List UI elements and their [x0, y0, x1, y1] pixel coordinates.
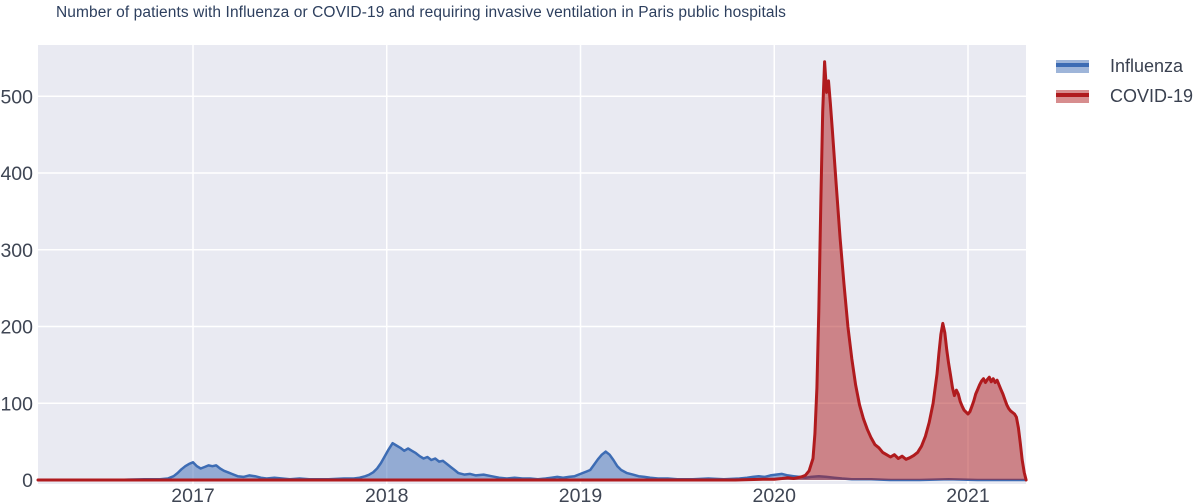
y-tick-label: 0: [22, 470, 33, 492]
chart-title: Number of patients with Influenza or COV…: [56, 4, 786, 21]
influenza-line: [36, 441, 1028, 482]
y-tick-label: 300: [0, 240, 33, 262]
covid-19-line: [36, 60, 1028, 482]
covid-19-area: [38, 61, 1027, 480]
x-tick-label: 2020: [753, 485, 797, 504]
y-tick-label: 200: [0, 317, 33, 339]
plot-area: [38, 45, 1026, 484]
chart-legend: Influenza COVID-19: [1056, 56, 1193, 116]
y-tick-label: 100: [0, 393, 33, 415]
x-tick-label: 2017: [171, 485, 214, 504]
covid-area-swatch-icon: [1056, 89, 1089, 103]
influenza-area-swatch-icon: [1056, 59, 1089, 73]
y-tick-label: 500: [0, 86, 33, 108]
legend-label-influenza: Influenza: [1110, 55, 1184, 76]
legend-item-covid[interactable]: COVID-19: [1056, 86, 1193, 106]
x-tick-label: 2019: [559, 485, 602, 504]
x-tick-label: 2021: [946, 485, 989, 504]
y-tick-label: 400: [0, 163, 33, 185]
legend-label-covid: COVID-19: [1110, 85, 1194, 106]
legend-item-influenza[interactable]: Influenza: [1056, 56, 1193, 76]
x-tick-label: 2018: [365, 485, 408, 504]
